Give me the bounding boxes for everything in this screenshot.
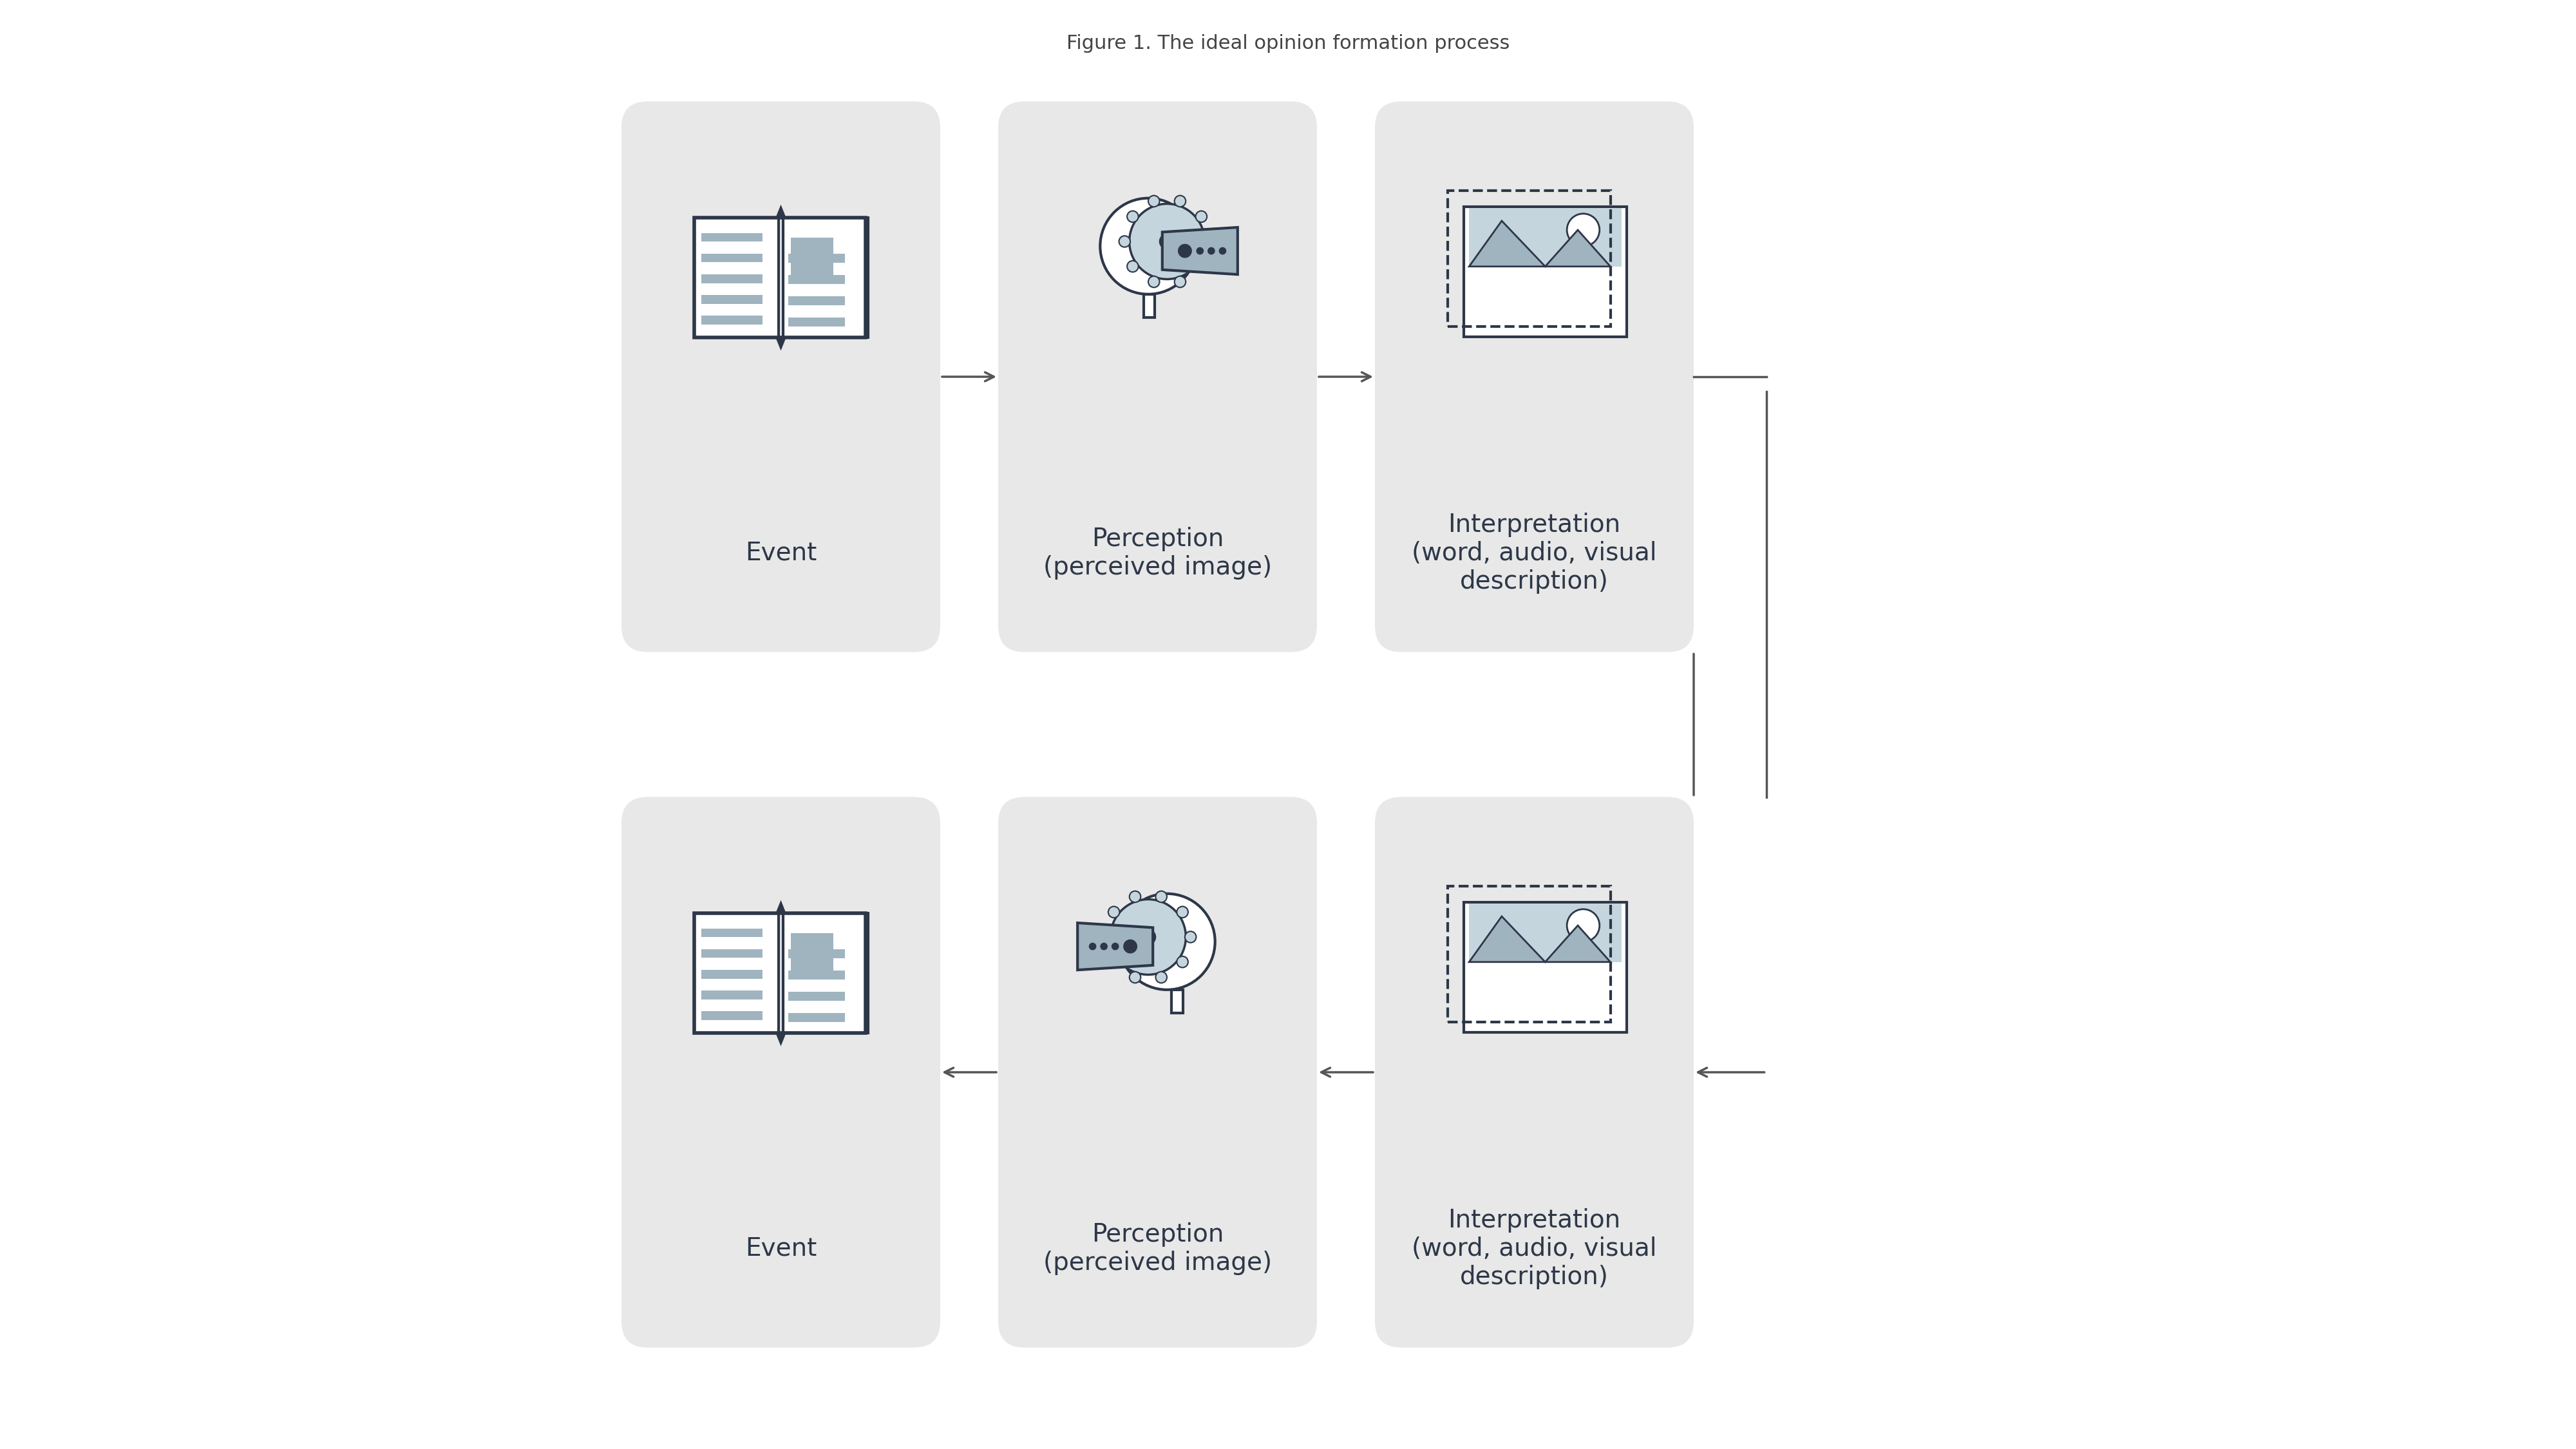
Bar — [701, 949, 762, 958]
Bar — [788, 971, 845, 980]
Bar — [701, 929, 762, 938]
Bar — [1463, 903, 1625, 1033]
Circle shape — [1203, 236, 1216, 248]
Circle shape — [1195, 248, 1203, 255]
FancyBboxPatch shape — [999, 797, 1316, 1348]
Text: Perception
(perceived image): Perception (perceived image) — [1043, 526, 1273, 580]
Polygon shape — [1162, 227, 1236, 274]
Circle shape — [1118, 236, 1131, 248]
Circle shape — [1128, 261, 1139, 272]
Text: Interpretation
(word, audio, visual
description): Interpretation (word, audio, visual desc… — [1412, 1208, 1656, 1290]
Bar — [788, 275, 845, 284]
Circle shape — [1195, 261, 1208, 272]
Circle shape — [1108, 907, 1121, 917]
Circle shape — [1149, 277, 1159, 287]
Circle shape — [1128, 891, 1141, 903]
Bar — [791, 238, 832, 280]
Bar — [1448, 885, 1610, 1022]
FancyBboxPatch shape — [693, 913, 778, 1033]
FancyBboxPatch shape — [621, 797, 940, 1348]
Circle shape — [1566, 213, 1600, 246]
Circle shape — [1123, 940, 1136, 953]
FancyBboxPatch shape — [1376, 797, 1695, 1348]
Circle shape — [1128, 212, 1139, 222]
Circle shape — [1185, 932, 1195, 943]
Bar — [1468, 903, 1620, 962]
Circle shape — [1177, 956, 1188, 968]
Text: Perception
(perceived image): Perception (perceived image) — [1043, 1222, 1273, 1275]
Circle shape — [1195, 212, 1208, 222]
Bar — [701, 316, 762, 325]
Circle shape — [1110, 943, 1118, 951]
Text: Figure 1. The ideal opinion formation process: Figure 1. The ideal opinion formation pr… — [1066, 35, 1510, 52]
Polygon shape — [1468, 220, 1610, 267]
Bar — [1172, 990, 1182, 1013]
Bar — [788, 254, 845, 262]
Text: Event: Event — [744, 540, 817, 565]
Bar — [701, 991, 762, 1000]
Circle shape — [1108, 956, 1121, 968]
Circle shape — [1175, 196, 1185, 207]
Bar — [701, 969, 762, 978]
Circle shape — [1090, 943, 1097, 951]
Bar — [701, 233, 762, 242]
Circle shape — [1177, 907, 1188, 917]
Circle shape — [1175, 277, 1185, 287]
Polygon shape — [775, 207, 786, 217]
Bar — [788, 993, 845, 1001]
Bar — [788, 317, 845, 326]
Bar — [1463, 207, 1625, 338]
Bar — [788, 949, 845, 958]
Polygon shape — [775, 338, 786, 348]
Circle shape — [1100, 943, 1108, 951]
Bar — [788, 297, 845, 306]
Circle shape — [1110, 900, 1185, 975]
Circle shape — [1177, 245, 1193, 258]
Bar — [1448, 190, 1610, 326]
FancyBboxPatch shape — [783, 217, 868, 338]
Bar — [701, 1011, 762, 1020]
Bar — [788, 1013, 845, 1022]
Circle shape — [1100, 932, 1110, 943]
FancyBboxPatch shape — [783, 913, 868, 1033]
Text: Interpretation
(word, audio, visual
description): Interpretation (word, audio, visual desc… — [1412, 513, 1656, 594]
FancyBboxPatch shape — [621, 101, 940, 652]
Circle shape — [1128, 972, 1141, 982]
Circle shape — [1218, 248, 1226, 255]
FancyBboxPatch shape — [999, 101, 1316, 652]
Circle shape — [1149, 196, 1159, 207]
Bar — [701, 274, 762, 283]
Text: Event: Event — [744, 1236, 817, 1261]
Polygon shape — [1468, 916, 1610, 962]
Bar — [1468, 207, 1620, 267]
Bar — [1144, 294, 1154, 317]
Circle shape — [1159, 233, 1175, 249]
FancyBboxPatch shape — [1376, 101, 1695, 652]
Polygon shape — [1077, 923, 1154, 969]
FancyBboxPatch shape — [693, 217, 778, 338]
Bar — [701, 296, 762, 304]
Circle shape — [1128, 204, 1206, 280]
Polygon shape — [775, 1033, 786, 1043]
Circle shape — [1118, 894, 1216, 990]
Bar — [701, 254, 762, 262]
Polygon shape — [775, 903, 786, 913]
Circle shape — [1208, 248, 1216, 255]
Circle shape — [1157, 891, 1167, 903]
Circle shape — [1157, 972, 1167, 982]
Circle shape — [1566, 909, 1600, 942]
Bar — [791, 933, 832, 975]
Circle shape — [1100, 199, 1195, 294]
Circle shape — [1141, 929, 1157, 945]
